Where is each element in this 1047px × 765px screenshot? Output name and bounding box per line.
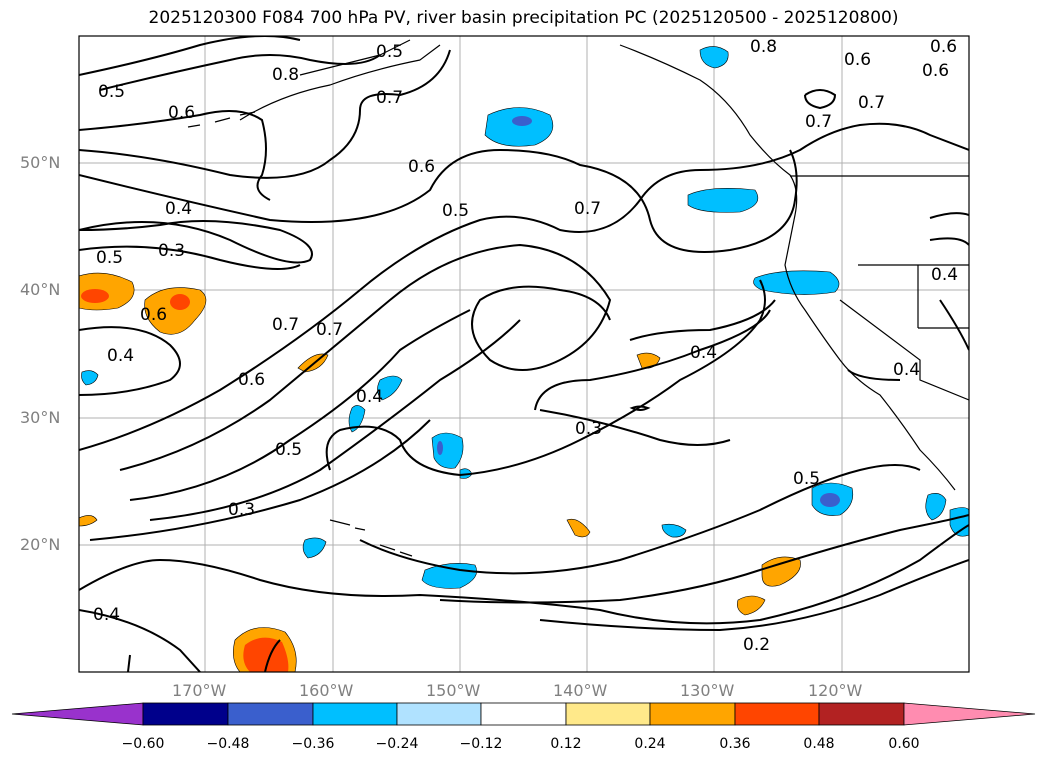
lat-label-20n: 20°N xyxy=(20,535,61,554)
colorbar-tick: −0.36 xyxy=(291,736,335,752)
lon-label-130w: 130°W xyxy=(680,681,735,700)
contour-label: 0.4 xyxy=(931,265,958,285)
contour-label: 0.7 xyxy=(574,199,601,219)
colorbar-tick: 0.60 xyxy=(888,736,920,752)
contour-label: 0.3 xyxy=(158,241,185,261)
lon-label-160w: 160°W xyxy=(299,681,354,700)
lon-label-170w: 170°W xyxy=(172,681,227,700)
pv-contours xyxy=(79,36,969,672)
contour-label: 0.7 xyxy=(805,112,832,132)
colorbar-tick: −0.60 xyxy=(121,736,165,752)
contour-label: 0.4 xyxy=(356,387,383,407)
contour-label: 0.4 xyxy=(93,605,120,625)
contour-label: 0.6 xyxy=(930,37,957,57)
colorbar-segment xyxy=(565,702,651,726)
colorbar-tick: 0.12 xyxy=(550,736,582,752)
colorbar-segment xyxy=(818,702,905,726)
contour-label: 0.7 xyxy=(376,88,403,108)
contour-label: 0.6 xyxy=(238,370,265,390)
colorbar-segment xyxy=(649,702,736,726)
contour-label: 0.6 xyxy=(408,157,435,177)
coastlines xyxy=(187,39,969,557)
contour-label: 0.3 xyxy=(228,500,255,520)
colorbar-segment xyxy=(142,702,229,726)
colorbar-segment xyxy=(396,702,482,726)
contour-label: 0.7 xyxy=(316,320,343,340)
colorbar-segment xyxy=(480,702,567,726)
contour-label: 0.3 xyxy=(575,419,602,439)
contour-label: 0.8 xyxy=(750,37,777,57)
contour-label: 0.8 xyxy=(272,65,299,85)
lat-label-50n: 50°N xyxy=(20,153,61,172)
colorbar-segment xyxy=(734,702,820,726)
colorbar-segment xyxy=(903,702,1036,726)
contour-label: 0.6 xyxy=(140,305,167,325)
contour-label: 0.7 xyxy=(272,315,299,335)
plot-border xyxy=(78,35,970,673)
contour-label: 0.5 xyxy=(96,248,123,268)
contour-label: 0.7 xyxy=(858,93,885,113)
lat-label-30n: 30°N xyxy=(20,408,61,427)
precip-shading xyxy=(79,46,969,672)
contour-label: 0.4 xyxy=(165,199,192,219)
contour-label: 0.5 xyxy=(98,82,125,102)
colorbar-tick: 0.48 xyxy=(803,736,835,752)
colorbar-tick: 0.24 xyxy=(634,736,666,752)
lon-label-140w: 140°W xyxy=(553,681,608,700)
map-title: 2025120300 F084 700 hPa PV, river basin … xyxy=(148,8,899,28)
colorbar-segment xyxy=(227,702,314,726)
contour-label: 0.4 xyxy=(893,360,920,380)
contour-label: 0.6 xyxy=(168,103,195,123)
contour-label: 0.2 xyxy=(743,635,770,655)
colorbar-tick: 0.36 xyxy=(719,736,751,752)
colorbar-tick: −0.24 xyxy=(375,736,419,752)
lon-label-120w: 120°W xyxy=(808,681,863,700)
contour-label: 0.4 xyxy=(690,343,717,363)
colorbar-tick: −0.12 xyxy=(459,736,503,752)
contour-label: 0.6 xyxy=(922,61,949,81)
colorbar-tick: −0.48 xyxy=(206,736,250,752)
colorbar-segment xyxy=(312,702,398,726)
contour-label: 0.6 xyxy=(844,50,871,70)
contour-label: 0.5 xyxy=(442,201,469,221)
lon-label-150w: 150°W xyxy=(426,681,481,700)
contour-label: 0.4 xyxy=(107,346,134,366)
lat-label-40n: 40°N xyxy=(20,280,61,299)
colorbar-segment xyxy=(11,702,144,726)
contour-labels: 0.5 0.6 0.8 0.7 0.6 0.7 0.8 0.6 0.6 0.7 … xyxy=(93,37,958,655)
contour-label: 0.5 xyxy=(376,42,403,62)
contour-label: 0.5 xyxy=(793,469,820,489)
contour-label: 0.5 xyxy=(275,440,302,460)
colorbar xyxy=(11,702,1036,726)
